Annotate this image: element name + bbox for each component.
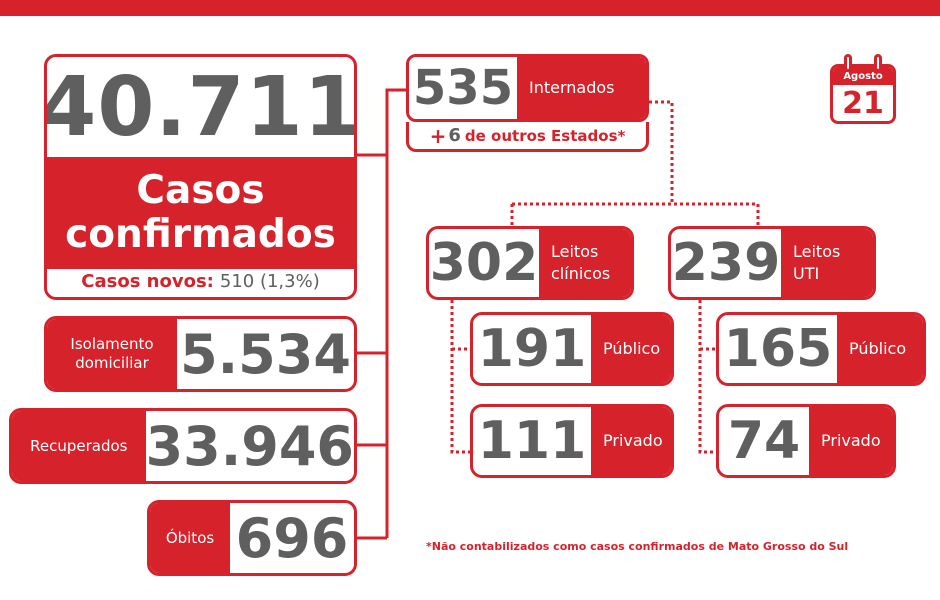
- label-line2: clínicos: [551, 264, 611, 283]
- home-isolation-value: 5.534: [180, 322, 351, 386]
- calendar-icon: Agosto 21: [830, 54, 896, 124]
- home-isolation-label: Isolamento domiciliar: [47, 319, 177, 389]
- confirmed-cases-card: 40.711 Casos confirmados Casos novos: 51…: [44, 54, 357, 300]
- clinical-private-label: Privado: [591, 407, 671, 475]
- icu-beds-value: 239: [671, 233, 781, 293]
- hospitalized-card: 535 Internados: [406, 54, 649, 122]
- clinical-beds-label: Leitos clínicos: [539, 229, 631, 297]
- new-cases-value: 510 (1,3%): [219, 270, 320, 292]
- confirmed-cases-total: 40.711: [44, 59, 357, 155]
- hospitalized-value: 535: [412, 60, 514, 116]
- recovered-card: Recuperados 33.946: [9, 408, 357, 484]
- label-line1: Leitos: [551, 242, 599, 261]
- plus-sign: +: [429, 123, 447, 148]
- calendar-ring-left: [844, 54, 852, 72]
- footnote: *Não contabilizados como casos confirmad…: [426, 540, 849, 553]
- clinical-beds-card: 302 Leitos clínicos: [426, 226, 634, 300]
- icu-beds-label: Leitos UTI: [781, 229, 873, 297]
- icu-private-label: Privado: [809, 407, 893, 475]
- label-line1: Isolamento: [70, 335, 154, 353]
- calendar-ring-right: [874, 54, 882, 72]
- calendar-month: Agosto: [833, 67, 893, 85]
- confirmed-cases-title: Casos confirmados: [47, 157, 354, 269]
- recovered-label: Recuperados: [12, 411, 146, 481]
- top-banner: [0, 0, 940, 16]
- label-line2: UTI: [793, 264, 820, 283]
- new-cases-row: Casos novos: 510 (1,3%): [47, 265, 354, 297]
- icu-beds-card: 239 Leitos UTI: [668, 226, 876, 300]
- recovered-value: 33.946: [145, 414, 354, 478]
- other-states-note: + 6 de outros Estados*: [406, 122, 649, 152]
- clinical-private-value: 111: [477, 411, 587, 471]
- icu-private-card: 74 Privado: [716, 404, 896, 478]
- clinical-beds-value: 302: [429, 233, 539, 293]
- deaths-card: Óbitos 696: [147, 500, 357, 576]
- icu-public-value: 165: [723, 319, 833, 379]
- label-line1: Leitos: [793, 242, 841, 261]
- title-line1: Casos: [136, 168, 265, 213]
- other-states-count: 6: [448, 125, 461, 146]
- clinical-public-value: 191: [477, 319, 587, 379]
- deaths-value: 696: [235, 506, 349, 570]
- other-states-label: de outros Estados*: [464, 126, 626, 145]
- icu-public-label: Público: [837, 315, 923, 383]
- hospitalized-label: Internados: [517, 57, 646, 119]
- new-cases-label: Casos novos:: [81, 270, 214, 292]
- calendar-body: Agosto 21: [830, 64, 896, 124]
- clinical-public-card: 191 Público: [470, 312, 674, 386]
- title-line2: confirmados: [65, 212, 336, 257]
- home-isolation-card: Isolamento domiciliar 5.534: [44, 316, 357, 392]
- clinical-public-label: Público: [591, 315, 671, 383]
- label-line2: domiciliar: [75, 354, 149, 372]
- calendar-day: 21: [842, 85, 884, 121]
- deaths-label: Óbitos: [150, 503, 230, 573]
- clinical-private-card: 111 Privado: [470, 404, 674, 478]
- icu-public-card: 165 Público: [716, 312, 926, 386]
- icu-private-value: 74: [727, 411, 801, 471]
